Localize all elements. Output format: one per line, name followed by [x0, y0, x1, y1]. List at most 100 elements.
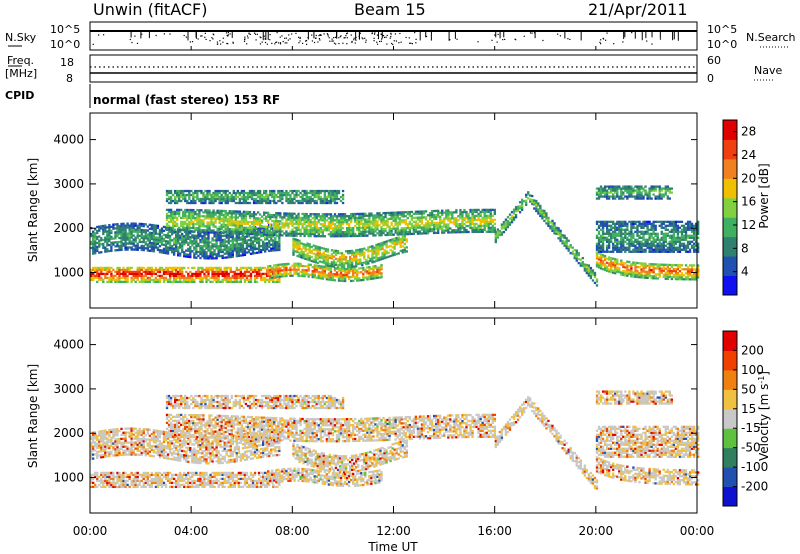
- heat-cell: [171, 222, 175, 225]
- heat-cell: [302, 256, 305, 260]
- heat-cell: [162, 237, 166, 241]
- heat-cell: [311, 223, 314, 226]
- heat-cell: [475, 208, 478, 212]
- heat-cell: [264, 266, 267, 270]
- heat-cell: [156, 278, 160, 282]
- heat-cell: [315, 227, 318, 230]
- heat-cell: [209, 253, 212, 256]
- heat-cell: [204, 197, 207, 201]
- heat-cell: [382, 229, 385, 233]
- heat-cell: [136, 268, 139, 272]
- heat-cell: [120, 224, 123, 228]
- heat-cell: [255, 235, 259, 238]
- nsky-point: [343, 37, 345, 39]
- heat-cell: [383, 251, 386, 254]
- heat-cell: [355, 251, 358, 254]
- heat-cell: [374, 216, 377, 219]
- heat-cell: [299, 262, 302, 266]
- heat-cell: [358, 226, 361, 230]
- heat-cell: [311, 226, 314, 230]
- heat-cell: [224, 189, 227, 193]
- heat-cell: [208, 191, 211, 195]
- heat-cell: [317, 197, 320, 201]
- heat-cell: [215, 255, 218, 258]
- heat-cell: [206, 189, 209, 193]
- heat-cell: [232, 189, 235, 193]
- heat-cell: [315, 225, 318, 228]
- heat-cell: [309, 201, 312, 205]
- heat-cell: [194, 199, 197, 203]
- heat-cell: [372, 228, 375, 231]
- heat-cell: [487, 208, 490, 212]
- heat-cell: [299, 195, 302, 199]
- heat-cell: [636, 275, 639, 279]
- heat-cell: [632, 275, 635, 278]
- heat-cell: [194, 216, 197, 220]
- heat-cell: [285, 268, 288, 272]
- nsky-point: [226, 34, 228, 37]
- heat-cell: [136, 224, 139, 227]
- heat-cell: [179, 274, 182, 278]
- heat-cell: [345, 219, 349, 222]
- heat-cell: [531, 194, 534, 198]
- nsky-point: [276, 41, 278, 43]
- heat-cell: [349, 267, 353, 271]
- heat-cell: [240, 212, 244, 215]
- heat-cell: [373, 260, 376, 263]
- heat-cell: [275, 233, 278, 237]
- heat-cell: [228, 230, 231, 233]
- heat-cell: [277, 228, 280, 231]
- heat-cell: [262, 217, 266, 220]
- heat-cell: [471, 226, 474, 230]
- heat-cell: [309, 263, 312, 266]
- heat-cell: [364, 276, 367, 279]
- heat-cell: [201, 255, 204, 258]
- heat-cell: [414, 210, 418, 213]
- nsky-point: [410, 42, 412, 44]
- heat-cell: [168, 234, 172, 238]
- heat-cell: [273, 201, 276, 205]
- heat-cell: [626, 266, 629, 269]
- heat-cell: [397, 236, 400, 239]
- heat-cell: [112, 278, 115, 282]
- heat-cell: [287, 218, 290, 221]
- heat-cell: [285, 220, 288, 223]
- nsky-point: [209, 40, 211, 42]
- heat-cell: [148, 243, 151, 246]
- heat-cell: [301, 197, 304, 201]
- heat-cell: [231, 274, 234, 278]
- heat-cell: [371, 249, 374, 252]
- heat-cell: [371, 251, 374, 254]
- heat-cell: [114, 237, 117, 240]
- heat-cell: [329, 225, 333, 228]
- heat-cell: [269, 272, 272, 276]
- heat-cell: [228, 195, 231, 199]
- heat-cell: [406, 232, 409, 236]
- nsky-point: [373, 33, 376, 35]
- heat-cell: [390, 231, 393, 234]
- heat-cell: [293, 234, 296, 237]
- heat-cell: [276, 240, 279, 244]
- heat-cell: [577, 257, 580, 261]
- heat-cell: [609, 264, 613, 268]
- heat-cell: [346, 250, 350, 253]
- heat-cell: [358, 279, 361, 282]
- heat-cell: [391, 250, 394, 253]
- heat-cell: [372, 273, 375, 276]
- heat-cell: [306, 242, 309, 245]
- heat-cell: [215, 257, 218, 260]
- heat-cell: [378, 218, 381, 221]
- heat-cell: [128, 236, 131, 239]
- heat-cell: [414, 212, 418, 215]
- heat-cell: [164, 236, 168, 239]
- heat-cell: [92, 242, 95, 245]
- heat-cell: [211, 276, 214, 280]
- heat-cell: [126, 224, 129, 227]
- nsky-point: [295, 32, 297, 35]
- heat-cell: [323, 217, 327, 220]
- heat-cell: [279, 232, 282, 235]
- heat-cell: [376, 224, 379, 227]
- heat-cell: [294, 242, 297, 245]
- nsky-point: [339, 36, 341, 38]
- heat-cell: [449, 219, 452, 222]
